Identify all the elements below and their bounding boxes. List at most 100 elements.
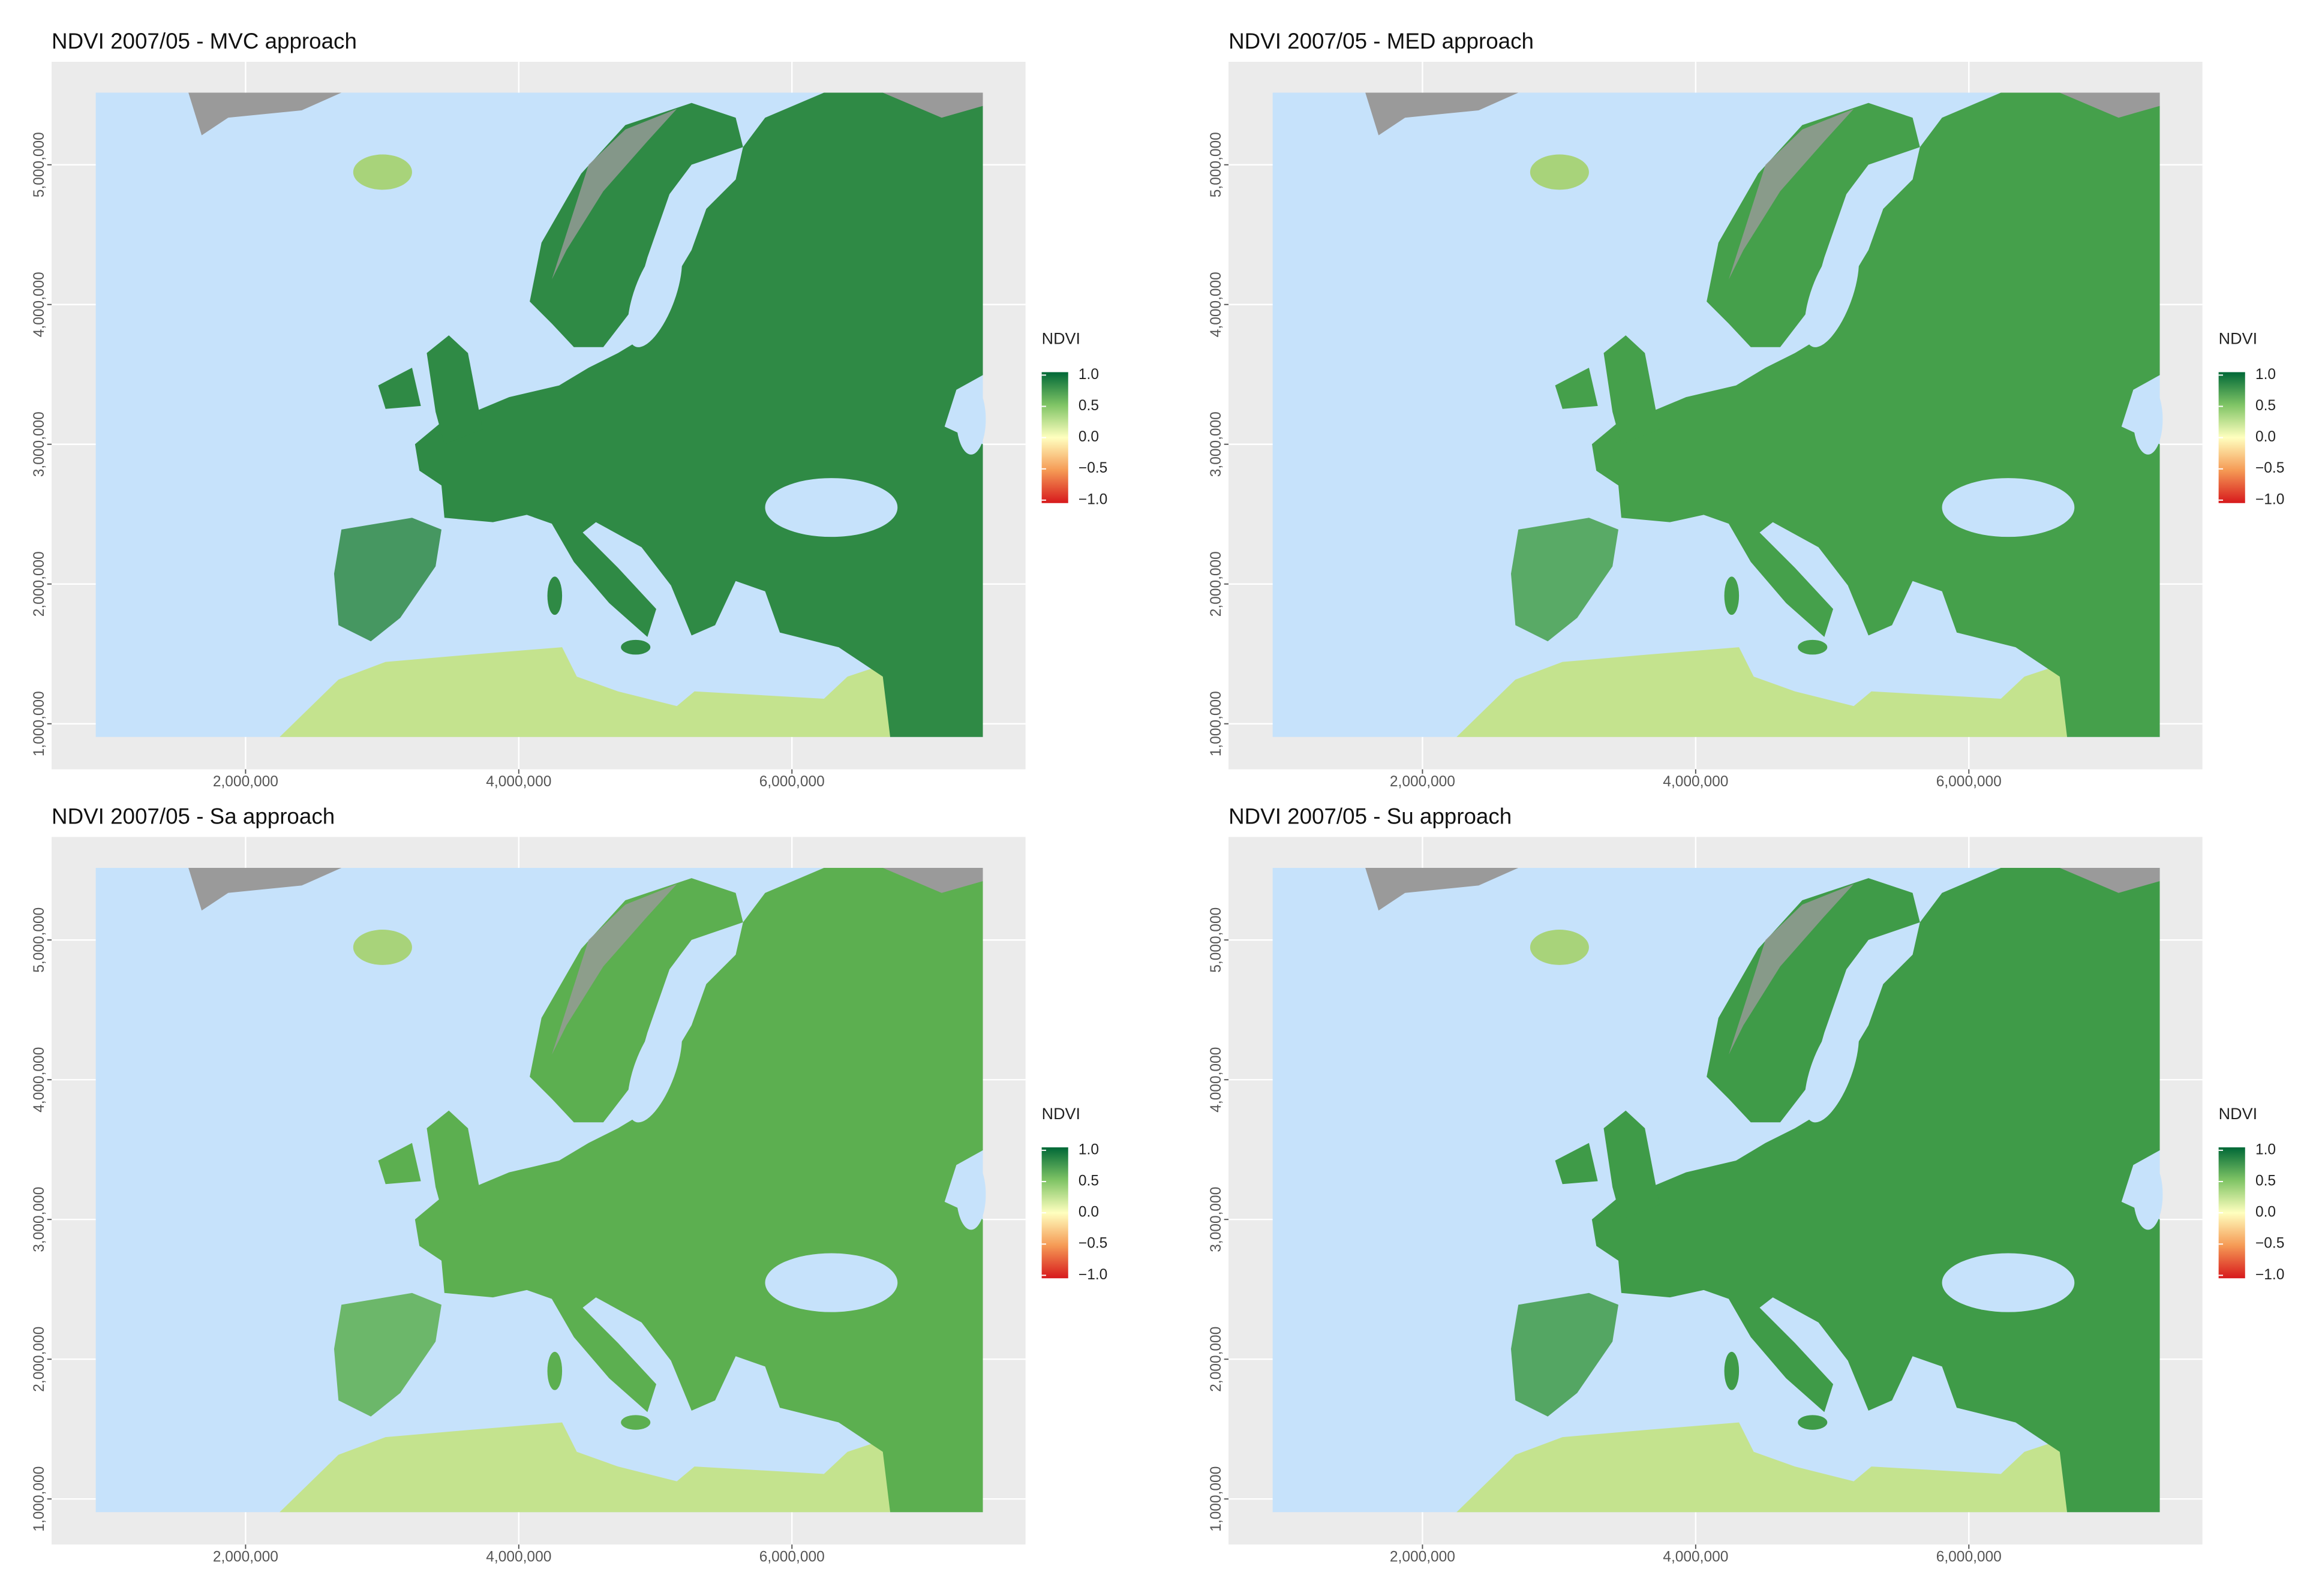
baltic-sea (1804, 1016, 1859, 1123)
baltic-sea (1804, 241, 1859, 347)
y-tick-label: 4,000,000 (31, 272, 47, 337)
legend-tick-label: 0.0 (1079, 429, 1099, 445)
mountains (551, 883, 677, 1055)
sicily (621, 639, 651, 655)
land-britain (426, 335, 483, 444)
x-tick-label: 6,000,000 (759, 774, 825, 790)
land-scandinavia (1707, 103, 1920, 347)
legend-title: NDVI (2219, 330, 2257, 348)
legend-title: NDVI (1042, 330, 1080, 348)
legend-tick-label: 0.5 (1079, 1173, 1099, 1189)
sicily (621, 1415, 651, 1430)
legend-tick-label: 0.5 (2255, 1173, 2276, 1189)
black-sea (1942, 1253, 2075, 1312)
land-ireland (378, 1143, 421, 1185)
land-iberia (1510, 518, 1619, 642)
y-tick-label: 4,000,000 (1208, 272, 1224, 337)
x-tick-label: 2,000,000 (213, 774, 278, 790)
land-iberia (1510, 1293, 1619, 1417)
black-sea (765, 478, 898, 537)
caspian-sea (2133, 384, 2163, 455)
mountains (1728, 883, 1854, 1055)
land-africa (280, 647, 890, 737)
legend-tick-label: −0.5 (2255, 460, 2284, 476)
y-tick-label: 2,000,000 (1208, 1327, 1224, 1392)
legend-tick-label: 0.5 (2255, 398, 2276, 414)
land-iberia (334, 1293, 441, 1417)
panel-title: NDVI 2007/05 - MED approach (1228, 29, 1534, 53)
panel-title: NDVI 2007/05 - MVC approach (52, 29, 357, 53)
land-scandinavia (1707, 878, 1920, 1123)
panel-title: NDVI 2007/05 - Sa approach (52, 804, 335, 828)
y-tick-label: 2,000,000 (31, 551, 47, 617)
legend-tick-label: 1.0 (2255, 366, 2276, 383)
land-iceland (353, 154, 412, 190)
caspian-sea (956, 384, 986, 455)
land-ireland (378, 368, 421, 409)
x-tick-label: 4,000,000 (486, 1549, 551, 1565)
land-scandinavia (530, 878, 743, 1123)
legend-tick-label: −0.5 (1079, 1236, 1107, 1252)
land-mainland (1591, 867, 2160, 1513)
y-tick-label: 1,000,000 (1208, 1466, 1224, 1532)
legend-tick-label: −1.0 (1079, 491, 1107, 507)
y-tick-label: 2,000,000 (1208, 551, 1224, 617)
legend-colorbar (1041, 372, 1068, 503)
x-tick-label: 6,000,000 (1936, 1549, 2002, 1565)
y-tick-label: 5,000,000 (31, 132, 47, 197)
land-greenland (188, 867, 342, 911)
x-tick-label: 2,000,000 (1390, 774, 1455, 790)
y-tick-label: 1,000,000 (31, 691, 47, 756)
baltic-sea (627, 241, 682, 347)
land-africa (1456, 1422, 2068, 1513)
land-arctic (2059, 92, 2160, 118)
sicily (1798, 1415, 1828, 1430)
y-tick-label: 1,000,000 (1208, 691, 1224, 756)
legend-title: NDVI (2219, 1105, 2257, 1123)
land-iceland (1530, 930, 1589, 965)
sardinia (547, 1351, 563, 1390)
legend-title: NDVI (1042, 1105, 1080, 1123)
land-africa (1456, 647, 2068, 737)
legend-colorbar (1041, 1147, 1068, 1279)
land-mainland (414, 867, 983, 1513)
land-greenland (1365, 867, 1519, 911)
y-tick-label: 4,000,000 (31, 1047, 47, 1113)
legend-tick-label: −1.0 (1079, 1267, 1107, 1283)
mountains (1728, 109, 1854, 279)
land-mainland (414, 92, 983, 737)
legend-tick-label: 0.0 (1079, 1204, 1099, 1221)
map-panel: NDVI 2007/05 - MVC approach 2,000,000 4,00… (31, 29, 1107, 790)
legend-tick-label: −0.5 (2255, 1236, 2284, 1252)
baltic-sea (627, 1016, 682, 1123)
y-tick-label: 2,000,000 (31, 1327, 47, 1392)
black-sea (1942, 478, 2075, 537)
land-arctic (882, 92, 983, 118)
y-tick-label: 3,000,000 (31, 411, 47, 477)
x-tick-label: 6,000,000 (759, 1549, 825, 1565)
sardinia (1724, 576, 1740, 615)
caspian-sea (2133, 1159, 2163, 1230)
legend-tick-label: 0.0 (2255, 429, 2276, 445)
map-panel: NDVI 2007/05 - Sa approach 2,000,000 4,000… (31, 804, 1107, 1565)
x-tick-label: 4,000,000 (1663, 1549, 1728, 1565)
x-tick-label: 4,000,000 (1663, 774, 1728, 790)
legend-tick-label: 1.0 (1079, 1141, 1099, 1158)
y-tick-label: 5,000,000 (31, 907, 47, 973)
panel-title: NDVI 2007/05 - Su approach (1228, 804, 1512, 828)
x-tick-label: 6,000,000 (1936, 774, 2002, 790)
sardinia (1724, 1351, 1740, 1390)
legend-tick-label: 1.0 (1079, 366, 1099, 383)
legend-tick-label: −1.0 (2255, 1267, 2284, 1283)
black-sea (765, 1253, 898, 1312)
y-tick-label: 3,000,000 (1208, 1187, 1224, 1252)
land-arctic (882, 867, 983, 893)
land-greenland (188, 92, 342, 136)
land-britain (1603, 335, 1660, 444)
land-scandinavia (530, 103, 743, 347)
land-ireland (1555, 1143, 1598, 1185)
y-tick-label: 1,000,000 (31, 1466, 47, 1532)
y-tick-label: 3,000,000 (1208, 411, 1224, 477)
caspian-sea (956, 1159, 986, 1230)
